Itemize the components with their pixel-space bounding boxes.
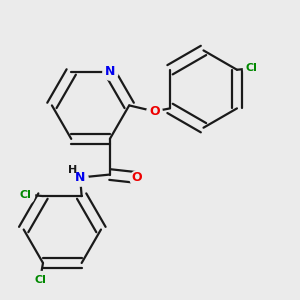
Text: Cl: Cl [34, 275, 46, 285]
Text: O: O [131, 171, 142, 184]
Text: O: O [149, 105, 160, 118]
Text: N: N [105, 65, 115, 79]
Text: N: N [75, 171, 85, 184]
Text: Cl: Cl [246, 63, 258, 73]
Text: Cl: Cl [19, 190, 31, 200]
Text: H: H [68, 165, 77, 175]
